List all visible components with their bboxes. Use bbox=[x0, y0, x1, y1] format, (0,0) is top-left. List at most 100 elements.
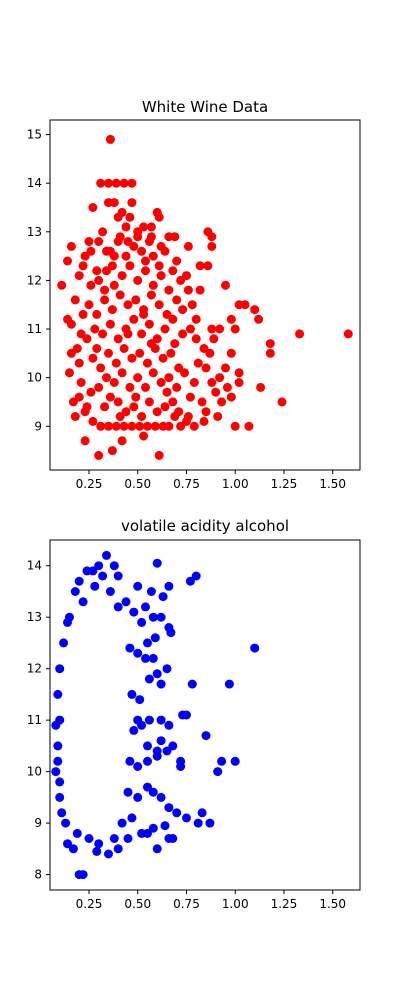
y-axis-ticks: 9 10 11 12 13 14 15 bbox=[27, 128, 50, 433]
data-point bbox=[256, 382, 266, 392]
data-point bbox=[254, 314, 264, 324]
data-point bbox=[86, 387, 96, 397]
x-axis-ticks: 0.25 0.50 0.75 1.00 1.25 1.50 bbox=[76, 470, 346, 491]
data-point bbox=[117, 368, 127, 378]
data-point bbox=[90, 324, 100, 334]
data-point bbox=[162, 309, 172, 319]
data-point bbox=[82, 402, 92, 412]
data-point bbox=[94, 839, 104, 849]
data-point bbox=[105, 319, 115, 329]
data-point bbox=[98, 227, 108, 237]
data-point bbox=[156, 715, 166, 725]
y-axis-ticks: 8 9 10 11 12 13 14 bbox=[27, 559, 50, 882]
data-point bbox=[94, 275, 104, 285]
x-axis-ticks: 0.25 0.50 0.75 1.00 1.25 1.50 bbox=[76, 890, 346, 911]
data-point bbox=[133, 581, 143, 591]
data-point bbox=[137, 720, 147, 730]
data-point bbox=[125, 212, 135, 222]
data-point bbox=[100, 402, 110, 412]
data-point bbox=[63, 839, 72, 849]
data-point bbox=[86, 280, 96, 290]
data-point bbox=[141, 382, 150, 392]
data-point bbox=[176, 762, 186, 771]
data-point bbox=[172, 295, 182, 305]
y-tick-label: 14 bbox=[27, 176, 42, 190]
data-point bbox=[139, 431, 149, 441]
x-tick-label: 0.75 bbox=[173, 477, 200, 491]
data-point bbox=[57, 280, 67, 290]
data-point bbox=[343, 329, 353, 339]
data-point bbox=[55, 792, 65, 802]
data-point bbox=[113, 571, 123, 581]
data-point bbox=[183, 285, 193, 295]
data-point bbox=[211, 387, 221, 397]
data-point bbox=[143, 638, 152, 648]
data-point bbox=[135, 348, 145, 358]
data-point bbox=[156, 736, 166, 746]
data-point bbox=[80, 436, 90, 446]
data-point bbox=[221, 280, 230, 290]
data-point bbox=[125, 643, 135, 653]
data-point bbox=[193, 818, 203, 828]
x-tick-label: 1.00 bbox=[222, 477, 249, 491]
y-tick-label: 9 bbox=[34, 816, 42, 830]
x-tick-label: 1.50 bbox=[319, 477, 346, 491]
x-tick-label: 1.25 bbox=[271, 477, 298, 491]
data-point bbox=[53, 741, 63, 751]
data-point bbox=[148, 612, 158, 622]
data-point bbox=[55, 664, 65, 674]
data-point bbox=[230, 756, 240, 766]
data-point bbox=[144, 319, 154, 329]
data-point bbox=[123, 329, 133, 339]
data-point bbox=[226, 348, 236, 358]
data-point bbox=[150, 633, 160, 643]
data-point bbox=[164, 803, 174, 813]
x-tick-label: 0.25 bbox=[76, 477, 103, 491]
data-point bbox=[137, 329, 147, 339]
data-point bbox=[133, 762, 143, 771]
data-point bbox=[240, 300, 250, 310]
data-point bbox=[168, 266, 178, 276]
data-point bbox=[127, 689, 137, 699]
data-point bbox=[162, 664, 172, 674]
x-tick-label: 0.75 bbox=[173, 897, 200, 911]
x-tick-label: 0.50 bbox=[124, 477, 151, 491]
scatter-chart-volatile-acidity-alcohol: volatile acidity alcohol 0.25 0.50 0.75 1.0… bbox=[27, 517, 361, 911]
data-point bbox=[94, 450, 104, 460]
data-point bbox=[217, 756, 227, 766]
data-point bbox=[70, 412, 80, 421]
chart-title: volatile acidity alcohol bbox=[121, 517, 289, 535]
data-point bbox=[191, 571, 201, 581]
x-tick-label: 1.50 bbox=[319, 897, 346, 911]
data-point bbox=[222, 382, 232, 392]
data-point bbox=[72, 828, 82, 838]
data-point bbox=[201, 407, 211, 417]
data-point bbox=[158, 592, 168, 602]
data-point bbox=[143, 756, 152, 766]
data-point bbox=[143, 421, 152, 431]
data-point bbox=[74, 271, 84, 281]
data-point bbox=[113, 844, 123, 854]
data-point bbox=[195, 285, 205, 295]
data-point bbox=[146, 587, 156, 596]
data-point bbox=[265, 348, 275, 358]
data-point bbox=[203, 261, 213, 271]
data-point bbox=[154, 212, 164, 222]
data-point bbox=[113, 237, 123, 246]
data-point bbox=[107, 261, 117, 271]
data-point bbox=[65, 612, 74, 622]
data-point bbox=[78, 309, 88, 319]
data-point bbox=[107, 305, 117, 315]
data-point bbox=[125, 382, 135, 392]
data-point bbox=[94, 237, 104, 246]
y-tick-label: 13 bbox=[27, 610, 42, 624]
data-point bbox=[133, 792, 143, 802]
data-point bbox=[160, 821, 170, 831]
data-point bbox=[209, 334, 219, 344]
data-point bbox=[98, 329, 108, 339]
data-point bbox=[74, 358, 84, 368]
data-point bbox=[102, 550, 111, 560]
data-point bbox=[121, 251, 131, 261]
data-point bbox=[94, 382, 104, 392]
